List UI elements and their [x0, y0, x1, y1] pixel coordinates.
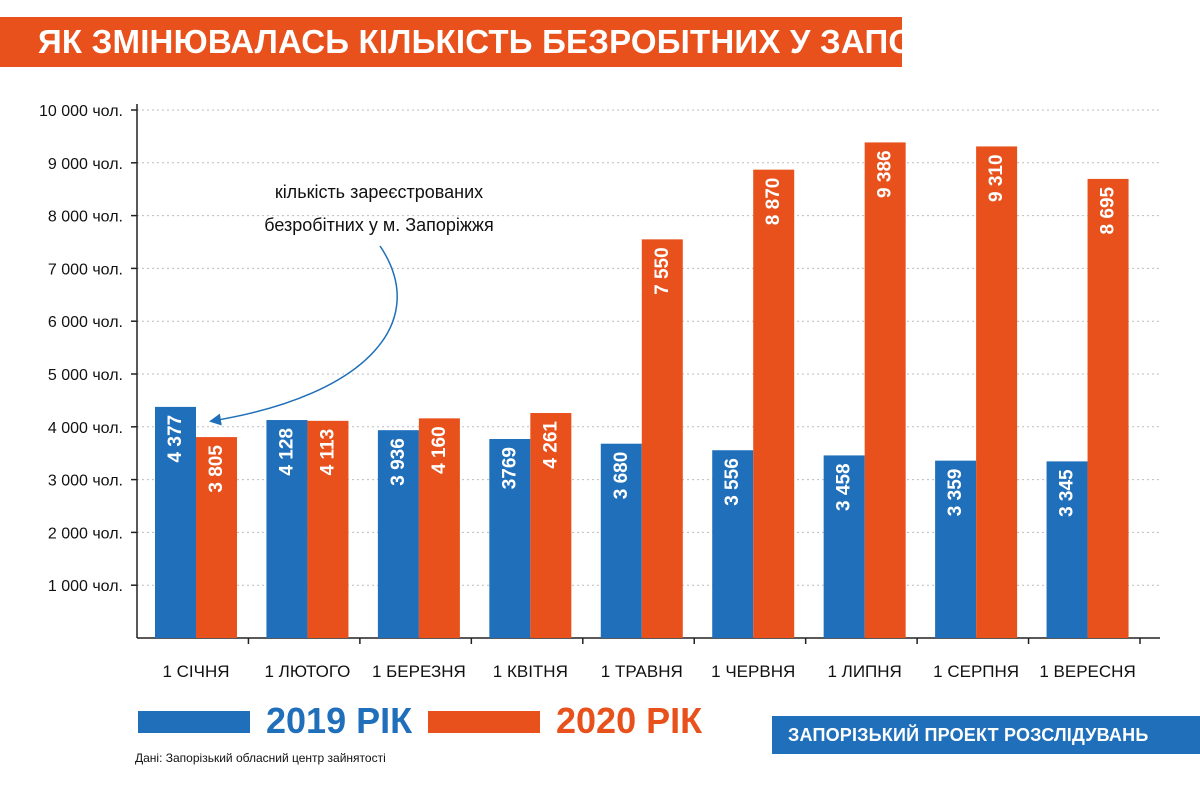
x-tick-label-3: 1 КВІТНЯ: [493, 662, 568, 681]
y-tick-label-5: 6 000 чол.: [48, 314, 123, 331]
bar-value-label-2020-8: 8 695: [1098, 186, 1119, 234]
legend-label-2019: 2019 РІК: [266, 700, 413, 741]
x-tick-label-1: 1 ЛЮТОГО: [265, 662, 351, 681]
bar-value-label-2020-5: 8 870: [763, 178, 784, 226]
x-tick-label-6: 1 ЛИПНЯ: [828, 662, 902, 681]
y-tick-label-2: 3 000 чол.: [48, 473, 123, 490]
y-tick-label-4: 5 000 чол.: [48, 367, 123, 384]
bar-value-label-2019-0: 4 377: [165, 415, 186, 463]
bar-2020-0: [196, 437, 237, 638]
bar-value-label-2019-6: 3 458: [834, 463, 855, 511]
y-tick-label-9: 10 000 чол.: [39, 103, 123, 120]
x-tick-label-5: 1 ЧЕРВНЯ: [711, 662, 795, 681]
brand-banner: ЗАПОРІЗЬКИЙ ПРОЕКТ РОЗСЛІДУВАНЬ: [772, 716, 1200, 754]
x-tick-label-0: 1 СІЧНЯ: [162, 662, 229, 681]
bar-2020-5: [753, 169, 795, 638]
bar-value-label-2019-2: 3 936: [388, 438, 409, 486]
y-tick-label-7: 8 000 чол.: [48, 209, 123, 226]
x-tick-label-8: 1 ВЕРЕСНЯ: [1039, 662, 1135, 681]
y-tick-label-8: 9 000 чол.: [48, 156, 123, 173]
bar-2019-6: [823, 455, 865, 638]
y-tick-label-0: 1 000 чол.: [48, 578, 123, 595]
bar-2020-8: [1087, 178, 1129, 639]
legend-swatch-2020: [428, 711, 540, 733]
legend-swatch-2019: [138, 711, 250, 733]
chart-title: ЯК ЗМІНЮВАЛАСЬ КІЛЬКІСТЬ БЕЗРОБІТНИХ У З…: [38, 23, 1016, 60]
bar-value-label-2019-4: 3 680: [611, 452, 632, 500]
source-note: Дані: Запорізький обласний центр зайнято…: [135, 751, 386, 765]
bar-2020-7: [976, 146, 1018, 638]
bar-2020-1: [307, 420, 349, 638]
title-banner: ЯК ЗМІНЮВАЛАСЬ КІЛЬКІСТЬ БЕЗРОБІТНИХ У З…: [0, 17, 1015, 67]
annotation-line-1: кількість зареєстрованих: [275, 182, 483, 202]
bar-value-label-2020-0: 3 805: [206, 445, 227, 493]
bar-value-label-2019-7: 3 359: [945, 469, 966, 517]
bar-2020-3: [530, 413, 572, 638]
y-tick-label-3: 4 000 чол.: [48, 420, 123, 437]
bar-value-label-2019-3: 3769: [499, 447, 520, 489]
bar-2019-4: [600, 443, 642, 638]
x-tick-label-7: 1 СЕРПНЯ: [933, 662, 1019, 681]
x-tick-label-4: 1 ТРАВНЯ: [601, 662, 683, 681]
bar-2019-2: [377, 430, 419, 638]
bar-value-label-2020-2: 4 160: [429, 426, 450, 474]
bar-2019-5: [712, 450, 754, 638]
bar-value-label-2020-7: 9 310: [986, 154, 1007, 202]
bar-2020-4: [641, 239, 683, 639]
bar-2019-3: [489, 438, 531, 638]
y-tick-label-1: 2 000 чол.: [48, 525, 123, 542]
y-tick-label-6: 7 000 чол.: [48, 261, 123, 278]
x-tick-label-2: 1 БЕРЕЗНЯ: [372, 662, 466, 681]
bar-2020-6: [864, 142, 906, 639]
bar-value-label-2019-8: 3 345: [1057, 469, 1078, 517]
brand-label: ЗАПОРІЗЬКИЙ ПРОЕКТ РОЗСЛІДУВАНЬ: [788, 725, 1149, 745]
bar-value-label-2020-6: 9 386: [875, 150, 896, 198]
annotation-line-2: безробітних у м. Запоріжжя: [264, 215, 493, 235]
bar-2019-1: [266, 420, 308, 638]
legend-label-2020: 2020 РІК: [556, 700, 703, 741]
bar-value-label-2019-1: 4 128: [276, 428, 297, 476]
bar-2020-2: [418, 418, 460, 638]
bar-2019-0: [155, 406, 196, 638]
bar-value-label-2020-3: 4 261: [540, 421, 561, 469]
bar-value-label-2020-1: 4 113: [317, 429, 338, 476]
bar-value-label-2020-4: 7 550: [652, 247, 673, 295]
bar-2019-8: [1046, 461, 1088, 638]
bar-value-label-2019-5: 3 556: [722, 458, 743, 506]
annotation-arrow: [209, 245, 398, 426]
bar-2019-7: [935, 460, 977, 638]
